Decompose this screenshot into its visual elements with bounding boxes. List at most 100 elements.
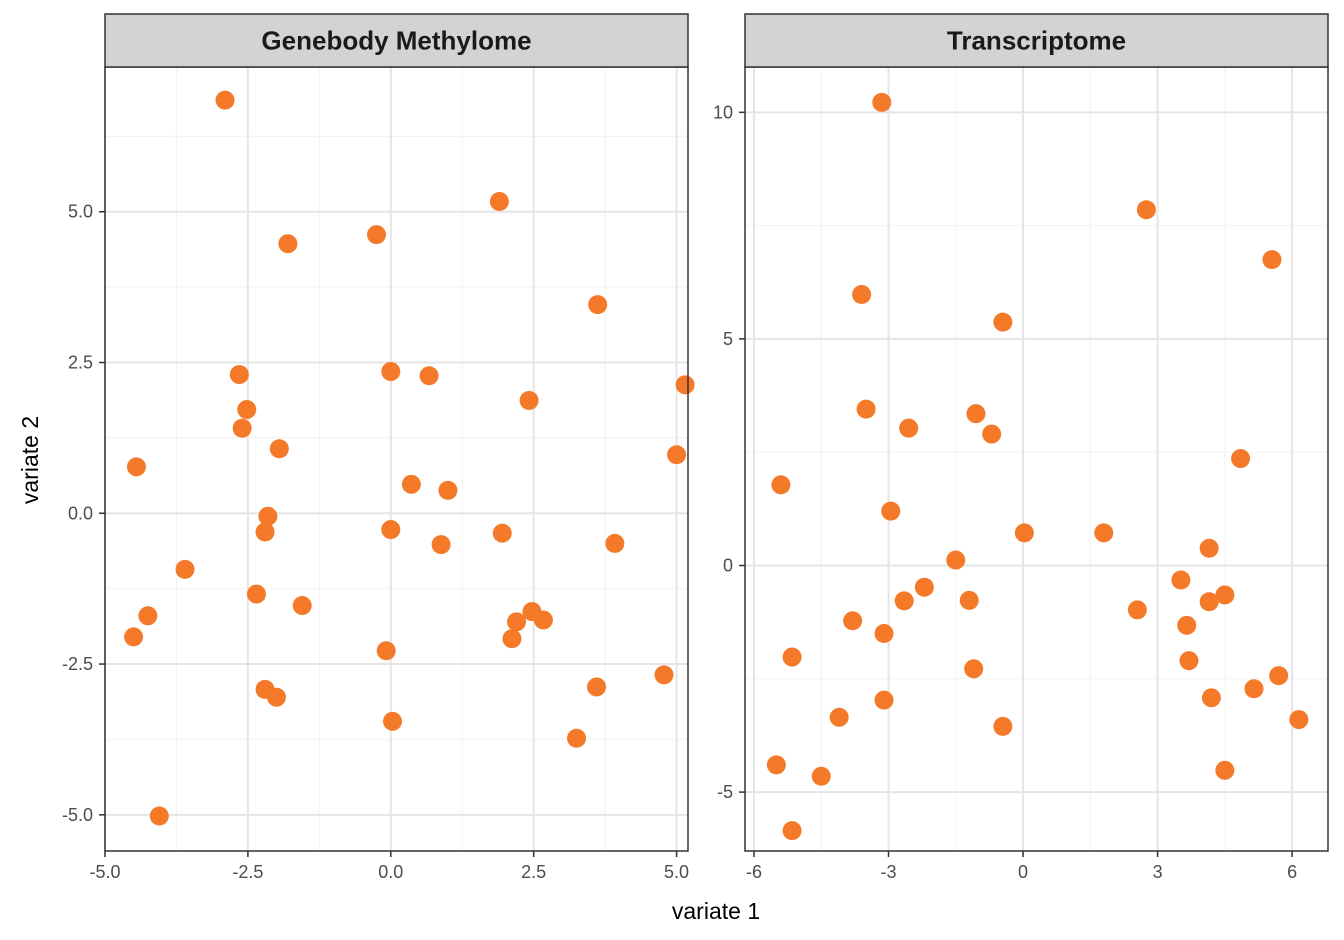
x-tick-label: -6: [746, 862, 762, 882]
data-point: [1201, 688, 1221, 708]
data-point: [381, 520, 401, 540]
y-tick-label: 10: [713, 102, 733, 122]
data-point: [959, 590, 979, 610]
data-point: [899, 418, 919, 438]
data-point: [489, 191, 509, 211]
data-point: [881, 501, 901, 521]
panel-1: Genebody Methylome-5.0 -2.5 0.0 2.5 5.0-5.0-…: [62, 13, 695, 882]
data-point: [292, 596, 312, 616]
data-point: [1177, 615, 1197, 635]
x-tick-label: 3: [1153, 862, 1163, 882]
data-point: [246, 584, 266, 604]
data-point: [381, 362, 401, 382]
x-tick-label: 6: [1287, 862, 1297, 882]
data-point: [431, 535, 451, 555]
data-point: [567, 728, 587, 748]
data-point: [588, 295, 608, 315]
data-point: [1199, 592, 1219, 612]
data-point: [1215, 585, 1235, 605]
x-tick-label: -5.0: [89, 862, 120, 882]
data-point: [126, 457, 146, 477]
facet-strip: [744, 13, 1329, 68]
data-point: [852, 284, 872, 304]
data-point: [782, 821, 802, 841]
data-point: [237, 400, 257, 420]
y-tick-label: -5: [717, 782, 733, 802]
data-point: [519, 391, 539, 411]
x-axis: -5.0 -2.5 0.0 2.5 5.0: [89, 851, 689, 882]
x-tick-label: 0: [1018, 862, 1028, 882]
data-point: [507, 612, 527, 632]
data-point: [533, 610, 553, 630]
data-point: [382, 711, 402, 731]
data-point: [1269, 666, 1289, 686]
data-point: [856, 399, 876, 419]
data-point: [278, 234, 298, 254]
x-tick-label: 2.5: [521, 862, 546, 882]
data-point: [1179, 651, 1199, 671]
data-point: [829, 707, 849, 727]
data-point: [419, 366, 439, 386]
data-point: [232, 418, 252, 438]
facet-strip: [104, 13, 689, 68]
data-point: [149, 806, 169, 826]
data-point: [811, 766, 831, 786]
data-point: [1127, 600, 1147, 620]
x-axis: -6 -3 0 3 6: [746, 851, 1297, 882]
data-point: [782, 647, 802, 667]
data-point: [215, 90, 235, 110]
data-point: [675, 375, 695, 395]
data-point: [894, 591, 914, 611]
data-point: [587, 677, 607, 697]
data-point: [982, 424, 1002, 444]
y-axis: -5.0 -2.5 0.0 2.5 5.0: [62, 202, 105, 825]
y-tick-label: 5.0: [68, 202, 93, 222]
data-point: [1136, 200, 1156, 220]
data-point: [492, 523, 512, 543]
data-point: [229, 365, 249, 385]
data-point: [124, 627, 144, 647]
data-point: [766, 755, 786, 775]
data-point: [605, 533, 625, 553]
data-point: [269, 439, 289, 459]
facet-title: Genebody Methylome: [261, 26, 531, 56]
data-point: [502, 629, 522, 649]
x-axis-title: variate 1: [672, 898, 760, 924]
panel-background: [105, 67, 688, 851]
y-axis-title: variate 2: [17, 416, 43, 504]
y-tick-label: -2.5: [62, 654, 93, 674]
data-point: [874, 623, 894, 643]
y-axis: -5 0 5 10: [713, 102, 745, 802]
x-tick-label: -2.5: [232, 862, 263, 882]
data-point: [654, 665, 674, 685]
data-point: [993, 312, 1013, 332]
facet-title: Transcriptome: [947, 26, 1126, 56]
data-point: [1014, 523, 1034, 543]
x-tick-label: 0.0: [378, 862, 403, 882]
x-tick-label: -3: [880, 862, 896, 882]
data-point: [1215, 760, 1235, 780]
data-point: [366, 225, 386, 245]
data-point: [993, 716, 1013, 736]
y-tick-label: 2.5: [68, 353, 93, 373]
data-point: [1199, 538, 1219, 558]
data-point: [438, 480, 458, 500]
data-point: [1231, 449, 1251, 469]
y-tick-label: -5.0: [62, 805, 93, 825]
data-point: [266, 687, 286, 707]
data-point: [175, 559, 195, 579]
data-point: [872, 92, 892, 112]
panel-2: Transcriptome -6 -3 0 3 6 -5 0 5 10: [713, 13, 1329, 882]
data-point: [771, 475, 791, 495]
data-point: [946, 550, 966, 570]
y-tick-label: 0.0: [68, 503, 93, 523]
data-point: [138, 606, 158, 626]
data-point: [1289, 710, 1309, 730]
data-points: [766, 92, 1309, 841]
data-point: [667, 445, 687, 465]
data-point: [964, 659, 984, 679]
y-tick-label: 0: [723, 555, 733, 575]
gridlines: [745, 67, 1328, 851]
data-point: [843, 611, 863, 631]
